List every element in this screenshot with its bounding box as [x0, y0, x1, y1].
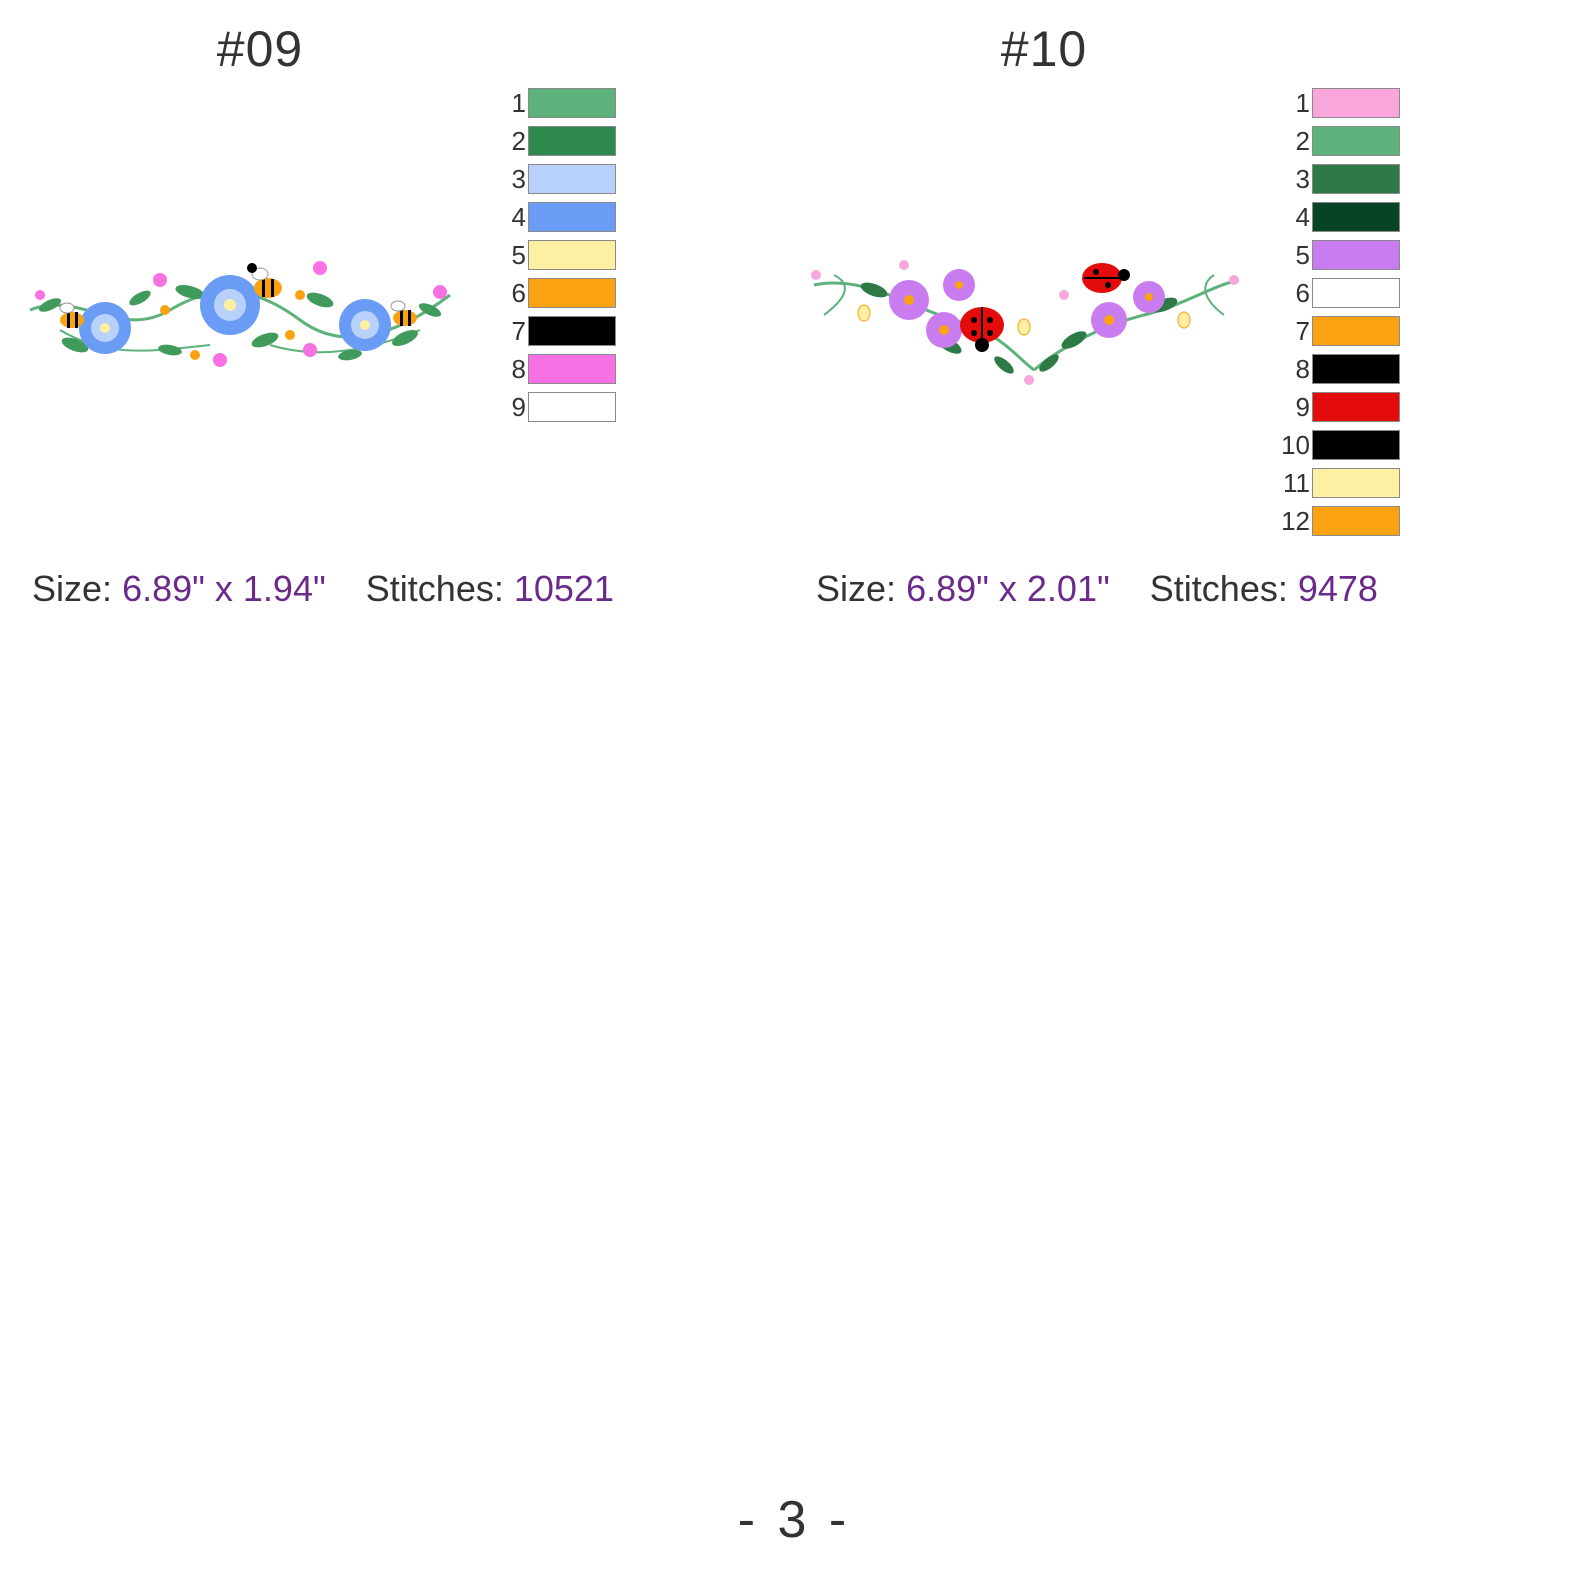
color-row: 2: [488, 122, 616, 160]
color-number: 3: [511, 163, 526, 194]
color-row: 3: [1272, 160, 1400, 198]
design-10-panel: #10: [794, 0, 1588, 640]
color-swatch: [528, 354, 616, 384]
color-number: 9: [1295, 391, 1310, 422]
size-label: Size:: [816, 568, 897, 609]
color-row: 5: [1272, 236, 1400, 274]
stitches-label: Stitches:: [365, 568, 504, 609]
color-number: 10: [1281, 429, 1310, 460]
color-number: 8: [1295, 353, 1310, 384]
stitches-value: 9478: [1297, 568, 1378, 609]
color-swatch: [528, 240, 616, 270]
stitches-label: Stitches:: [1149, 568, 1288, 609]
color-number: 8: [511, 353, 526, 384]
color-row: 1: [488, 84, 616, 122]
size-value: 6.89" x 1.94": [122, 568, 326, 609]
color-row: 11: [1272, 464, 1400, 502]
design-title: #09: [216, 21, 304, 77]
color-swatch: [1312, 354, 1400, 384]
color-row: 9: [1272, 388, 1400, 426]
color-swatch: [1312, 240, 1400, 270]
color-number: 4: [511, 201, 526, 232]
design-info: Size: 6.89" x 1.94" Stitches: 10521: [32, 568, 614, 610]
color-number: 11: [1283, 467, 1310, 498]
color-number: 3: [1295, 163, 1310, 194]
color-swatch: [528, 126, 616, 156]
color-swatch: [528, 278, 616, 308]
color-row: 7: [1272, 312, 1400, 350]
color-swatch: [1312, 88, 1400, 118]
color-number: 5: [1295, 239, 1310, 270]
design-title: #10: [1000, 21, 1088, 77]
color-number: 7: [1295, 315, 1310, 346]
color-row: 4: [488, 198, 616, 236]
color-row: 12: [1272, 502, 1400, 540]
color-number: 6: [511, 277, 526, 308]
color-number: 5: [511, 239, 526, 270]
color-number: 9: [511, 391, 526, 422]
floral-ladybug-embroidery-image: [804, 245, 1244, 395]
page-number: - 3 -: [737, 1491, 851, 1549]
design-info: Size: 6.89" x 2.01" Stitches: 9478: [816, 568, 1378, 610]
floral-bee-embroidery-image: [20, 250, 460, 390]
color-swatch: [528, 392, 616, 422]
thread-color-chart: 1 2 3 4 5 6 7 8 9 10 11 12: [1272, 84, 1400, 540]
color-number: 4: [1295, 201, 1310, 232]
color-swatch: [528, 164, 616, 194]
color-swatch: [528, 316, 616, 346]
color-row: 6: [1272, 274, 1400, 312]
color-row: 8: [1272, 350, 1400, 388]
color-swatch: [528, 88, 616, 118]
color-number: 7: [511, 315, 526, 346]
color-row: 6: [488, 274, 616, 312]
design-09-panel: #09: [0, 0, 794, 640]
color-row: 8: [488, 350, 616, 388]
color-row: 10: [1272, 426, 1400, 464]
color-swatch: [1312, 278, 1400, 308]
color-row: 5: [488, 236, 616, 274]
color-swatch: [1312, 506, 1400, 536]
color-swatch: [1312, 430, 1400, 460]
color-swatch: [1312, 126, 1400, 156]
color-row: 3: [488, 160, 616, 198]
color-number: 1: [1295, 87, 1310, 118]
color-swatch: [1312, 468, 1400, 498]
color-number: 2: [1295, 125, 1310, 156]
size-value: 6.89" x 2.01": [906, 568, 1110, 609]
color-row: 9: [488, 388, 616, 426]
size-label: Size:: [32, 568, 113, 609]
color-swatch: [1312, 392, 1400, 422]
color-swatch: [1312, 316, 1400, 346]
color-number: 1: [511, 87, 526, 118]
color-swatch: [528, 202, 616, 232]
stitches-value: 10521: [513, 568, 614, 609]
color-row: 4: [1272, 198, 1400, 236]
color-swatch: [1312, 202, 1400, 232]
color-swatch: [1312, 164, 1400, 194]
color-number: 12: [1281, 505, 1310, 536]
color-number: 2: [511, 125, 526, 156]
color-row: 1: [1272, 84, 1400, 122]
color-row: 2: [1272, 122, 1400, 160]
color-row: 7: [488, 312, 616, 350]
thread-color-chart: 1 2 3 4 5 6 7 8 9: [488, 84, 616, 426]
color-number: 6: [1295, 277, 1310, 308]
